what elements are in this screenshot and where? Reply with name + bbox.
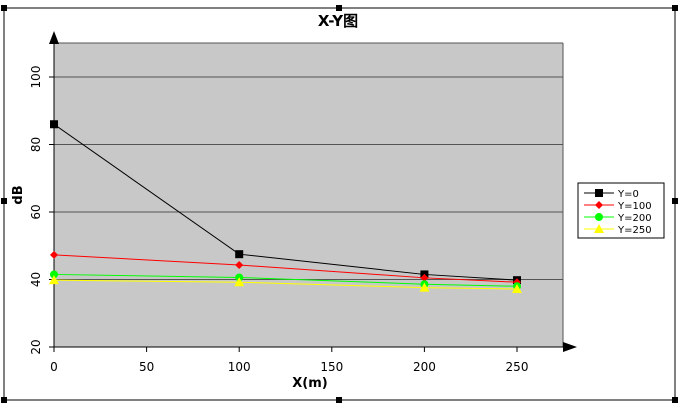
- x-axis-arrow: [563, 342, 577, 352]
- series-y-100: [50, 250, 521, 287]
- plot-area: [54, 43, 563, 347]
- grid-lines: [54, 42, 564, 347]
- x-tick-label: 200: [413, 360, 436, 374]
- data-point: [420, 273, 429, 282]
- series-line: [53, 254, 518, 283]
- data-point: [49, 275, 59, 285]
- data-point: [50, 250, 58, 259]
- data-point: [50, 270, 58, 279]
- tick-labels: 0 50 100 150 200 250 20 40 60 80 100: [29, 66, 528, 374]
- data-point: [595, 213, 603, 221]
- data-point: [595, 201, 603, 209]
- y-axis-arrow: [49, 31, 59, 44]
- y-tick-label: 60: [29, 204, 43, 219]
- y-axis-title: dB: [11, 185, 26, 204]
- y-tick-label: 100: [29, 66, 43, 89]
- data-point: [419, 282, 430, 292]
- x-tick-label: 0: [50, 360, 58, 374]
- x-tick-label: 250: [506, 360, 529, 374]
- series-layer: [49, 120, 522, 293]
- legend-label: Y=100: [617, 201, 652, 212]
- y-tick-label: 40: [29, 272, 43, 287]
- data-point: [595, 189, 603, 197]
- data-point: [235, 260, 244, 269]
- x-tick-label: 150: [320, 360, 343, 374]
- series-line: [53, 273, 518, 287]
- legend-label: Y=250: [617, 225, 652, 236]
- selection-handles[interactable]: [1, 5, 678, 403]
- x-tick-label: 50: [139, 360, 154, 374]
- data-point: [50, 120, 58, 129]
- axes: [49, 31, 577, 352]
- x-axis-title: X(m): [292, 376, 327, 391]
- x-tick-label: 100: [228, 360, 251, 374]
- data-point: [235, 250, 244, 259]
- data-point: [594, 224, 604, 233]
- y-tick-label: 20: [29, 339, 43, 354]
- series-line: [53, 123, 518, 281]
- legend-label: Y=200: [617, 213, 652, 224]
- data-point: [234, 277, 245, 287]
- data-point: [512, 283, 522, 293]
- series-line: [53, 279, 518, 290]
- legend-label: Y=0: [617, 189, 639, 200]
- chart-title: X-Y图: [318, 12, 358, 30]
- y-tick-label: 80: [29, 137, 43, 152]
- series-y-250: [49, 275, 522, 293]
